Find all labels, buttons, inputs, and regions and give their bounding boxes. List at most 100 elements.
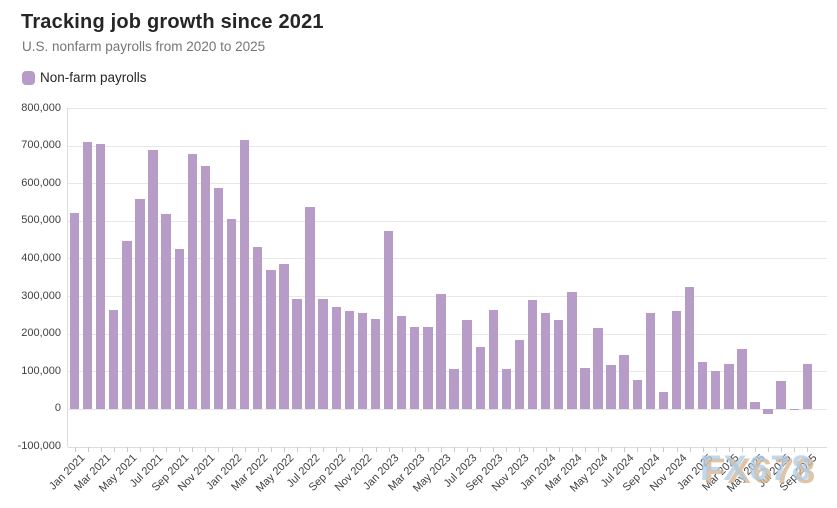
bar[interactable] — [462, 320, 472, 409]
legend-swatch-icon — [22, 70, 35, 85]
bar[interactable] — [658, 392, 669, 409]
bar[interactable] — [410, 327, 420, 409]
bar[interactable] — [449, 369, 459, 409]
bar[interactable] — [684, 287, 695, 409]
bar[interactable] — [187, 154, 197, 409]
bar[interactable] — [436, 293, 446, 409]
bar[interactable] — [423, 327, 433, 409]
x-axis-tick — [283, 446, 285, 452]
gridline — [68, 183, 827, 185]
bar[interactable] — [318, 299, 328, 409]
bar[interactable] — [527, 299, 538, 409]
bar[interactable] — [763, 408, 773, 414]
bar[interactable] — [488, 310, 498, 409]
gridline — [68, 296, 827, 298]
bar[interactable] — [514, 340, 525, 409]
x-axis-tick — [545, 446, 547, 452]
bar[interactable] — [580, 368, 590, 409]
bar[interactable] — [554, 320, 564, 409]
y-axis-label: 300,000 — [21, 289, 61, 302]
bar[interactable] — [501, 369, 512, 409]
y-axis-label: 200,000 — [21, 327, 61, 340]
bar[interactable] — [292, 298, 302, 409]
x-axis-tick — [414, 446, 416, 452]
x-axis-tick — [74, 446, 76, 452]
y-axis-label: -100,000 — [17, 440, 61, 452]
bar[interactable] — [161, 214, 171, 409]
bar[interactable] — [645, 312, 656, 409]
bar[interactable] — [135, 199, 145, 409]
x-axis-tick — [126, 446, 128, 452]
bar[interactable] — [239, 140, 250, 409]
bar[interactable] — [69, 213, 80, 409]
bar[interactable] — [475, 346, 485, 409]
bar[interactable] — [253, 247, 263, 409]
x-axis-tick — [427, 446, 429, 452]
bar[interactable] — [370, 318, 381, 409]
x-axis-tick — [153, 446, 155, 452]
bar[interactable] — [697, 361, 708, 409]
bar[interactable] — [82, 141, 93, 409]
bar[interactable] — [593, 327, 603, 409]
x-axis-tick — [323, 446, 325, 452]
bar[interactable] — [109, 309, 119, 409]
bar[interactable] — [279, 264, 289, 409]
x-axis-tick — [349, 446, 351, 452]
y-axis-label: 600,000 — [21, 176, 61, 189]
bar[interactable] — [148, 149, 158, 409]
x-axis-tick — [401, 446, 403, 452]
bar[interactable] — [122, 240, 132, 409]
bar[interactable] — [737, 349, 747, 409]
bar[interactable] — [305, 206, 315, 409]
bar[interactable] — [802, 364, 813, 409]
x-axis-tick — [218, 446, 220, 452]
bar[interactable] — [632, 379, 642, 409]
bar[interactable] — [213, 187, 224, 409]
bar[interactable] — [396, 315, 407, 409]
bar[interactable] — [606, 364, 616, 409]
y-axis-label: 700,000 — [21, 139, 61, 152]
y-axis-label: 800,000 — [21, 101, 61, 114]
gridline — [68, 145, 827, 147]
bar[interactable] — [671, 310, 682, 409]
gridline — [68, 220, 827, 222]
bar[interactable] — [331, 307, 341, 409]
x-axis-tick — [597, 446, 599, 452]
y-axis-label: 0 — [54, 402, 61, 415]
x-axis-tick — [506, 446, 508, 452]
bar[interactable] — [266, 269, 276, 409]
x-axis-tick — [205, 446, 207, 452]
x-axis-tick — [715, 446, 717, 452]
x-axis-tick — [676, 446, 678, 452]
x-axis-tick — [637, 446, 639, 452]
bar[interactable] — [540, 312, 551, 409]
x-axis-tick — [624, 446, 626, 452]
x-axis-tick — [270, 446, 272, 452]
x-axis-tick — [375, 446, 377, 452]
bar[interactable] — [174, 249, 184, 409]
bar[interactable] — [357, 312, 368, 409]
gridline — [68, 371, 827, 373]
legend-item-nonfarm-payrolls[interactable]: Non-farm payrolls — [22, 70, 147, 85]
x-axis-tick — [519, 446, 521, 452]
bar[interactable] — [567, 292, 577, 409]
bar[interactable] — [619, 354, 629, 409]
x-axis-tick — [571, 446, 573, 452]
bar[interactable] — [226, 219, 237, 409]
x-axis-tick — [781, 446, 783, 452]
bar[interactable] — [724, 363, 734, 409]
x-axis-tick — [310, 446, 312, 452]
bar[interactable] — [789, 408, 799, 411]
bar[interactable] — [344, 310, 355, 409]
bar[interactable] — [711, 370, 721, 409]
x-axis-tick — [257, 446, 259, 452]
y-axis-line — [67, 108, 68, 447]
bar[interactable] — [383, 231, 394, 409]
x-axis-tick — [87, 446, 89, 452]
bar[interactable] — [750, 401, 760, 409]
bar[interactable] — [776, 381, 786, 409]
bar[interactable] — [200, 165, 211, 409]
bar[interactable] — [96, 144, 106, 409]
